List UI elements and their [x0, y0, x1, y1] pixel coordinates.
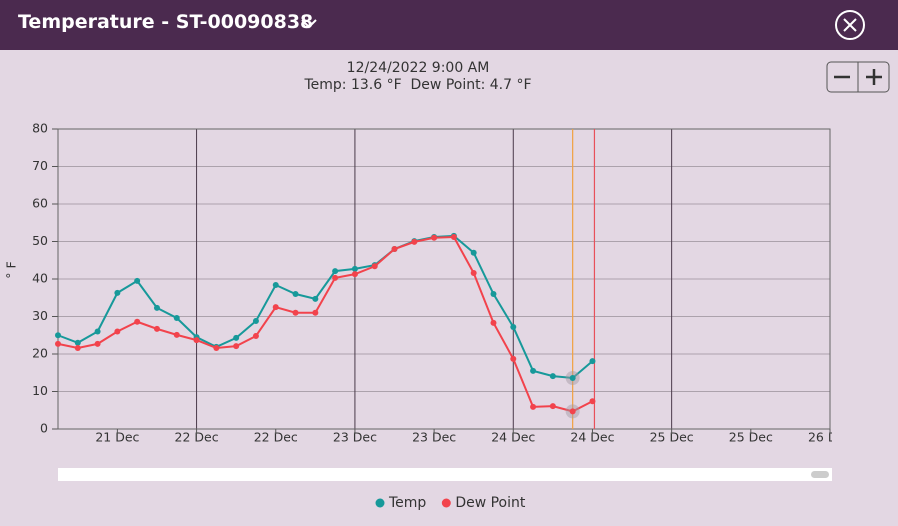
point — [312, 309, 319, 316]
point — [589, 358, 596, 365]
y-tick-label: 20 — [32, 346, 48, 361]
point — [450, 234, 457, 240]
point — [173, 331, 180, 338]
point — [530, 403, 537, 410]
readout: 12/24/2022 9:00 AM Temp: 13.6 °F Dew Poi… — [0, 60, 836, 94]
header: Temperature - ST-00090838 — [0, 0, 898, 50]
x-tick-label: 26 Dec — [808, 430, 852, 445]
y-tick-label: 70 — [32, 158, 48, 173]
point — [312, 295, 319, 302]
point — [193, 337, 200, 344]
point — [351, 271, 358, 278]
y-tick-label: 80 — [32, 121, 48, 136]
point — [272, 304, 279, 311]
series-line — [57, 234, 594, 380]
readout-dew: Dew Point: 4.7 °F — [410, 77, 532, 93]
point — [233, 334, 240, 341]
point — [153, 304, 160, 311]
point — [233, 343, 240, 350]
y-tick-label: 0 — [40, 421, 48, 436]
zoom-in[interactable] — [866, 69, 882, 85]
point — [589, 398, 596, 405]
point — [351, 265, 358, 272]
point — [292, 309, 299, 316]
readout-time: 12/24/2022 9:00 AM — [346, 60, 490, 76]
x-tick-label: 24 Dec — [491, 430, 535, 445]
readout-temp: Temp: 13.6 °F — [304, 77, 402, 93]
point — [332, 268, 339, 275]
scrollbar[interactable] — [58, 468, 832, 481]
y-axis-label: ° F — [4, 261, 19, 278]
legend: Temp Dew Point — [375, 495, 526, 511]
point — [411, 238, 418, 245]
x-tick-label: 25 Dec — [729, 430, 773, 445]
x-tick-label: 25 Dec — [650, 430, 694, 445]
point — [431, 234, 438, 241]
dropdown[interactable] — [300, 16, 318, 30]
point — [74, 339, 81, 346]
point — [55, 340, 61, 347]
point — [569, 375, 576, 381]
point — [94, 328, 101, 335]
point — [134, 277, 141, 284]
point — [213, 345, 220, 351]
point — [490, 291, 497, 297]
point — [470, 249, 477, 256]
y-tick-label: 10 — [32, 383, 48, 398]
x-tick-label: 22 Dec — [175, 430, 219, 445]
point — [252, 333, 259, 339]
point — [549, 403, 556, 410]
legend-label: Temp — [388, 495, 426, 511]
point — [252, 318, 259, 324]
point — [292, 291, 299, 297]
legend-swatch — [441, 498, 451, 508]
point — [332, 274, 339, 281]
y-tick-label: 60 — [32, 196, 48, 211]
point — [173, 315, 180, 321]
x-tick-label: 22 Dec — [254, 430, 298, 445]
point — [490, 319, 497, 326]
readout-values: Temp: 13.6 °F Dew Point: 4.7 °F — [0, 77, 836, 94]
point — [569, 408, 576, 415]
x-tick-label: 23 Dec — [333, 430, 377, 445]
point — [272, 282, 279, 288]
scroll-thumb[interactable] — [811, 471, 829, 478]
title: Temperature - ST-00090838 — [18, 11, 314, 33]
point — [510, 355, 517, 362]
point — [114, 289, 121, 296]
point — [55, 332, 61, 339]
legend-label: Dew Point — [455, 495, 526, 511]
y-tick-label: 50 — [32, 233, 48, 248]
y-tick-label: 30 — [32, 308, 48, 323]
point — [530, 367, 537, 374]
point — [134, 318, 141, 325]
zoom-controls — [826, 61, 890, 93]
point — [391, 246, 398, 252]
plot-frame — [57, 128, 831, 430]
legend-swatch — [375, 498, 385, 508]
x-axis-labels: 21 Dec 22 Dec 22 Dec 23 Dec 23 Dec 24 Dec 24 D… — [95, 430, 852, 445]
x-tick-label: 23 Dec — [412, 430, 456, 445]
point — [74, 345, 81, 351]
point — [549, 373, 556, 380]
point — [470, 270, 477, 276]
point — [371, 263, 378, 270]
close-button[interactable] — [833, 8, 867, 42]
x-tick-label: 21 Dec — [95, 430, 139, 445]
y-tick-label: 40 — [32, 271, 48, 286]
point — [153, 325, 160, 332]
point — [510, 324, 517, 330]
point — [94, 340, 101, 347]
point — [114, 328, 121, 335]
series-line — [57, 235, 593, 413]
x-tick-label: 24 Dec — [570, 430, 614, 445]
